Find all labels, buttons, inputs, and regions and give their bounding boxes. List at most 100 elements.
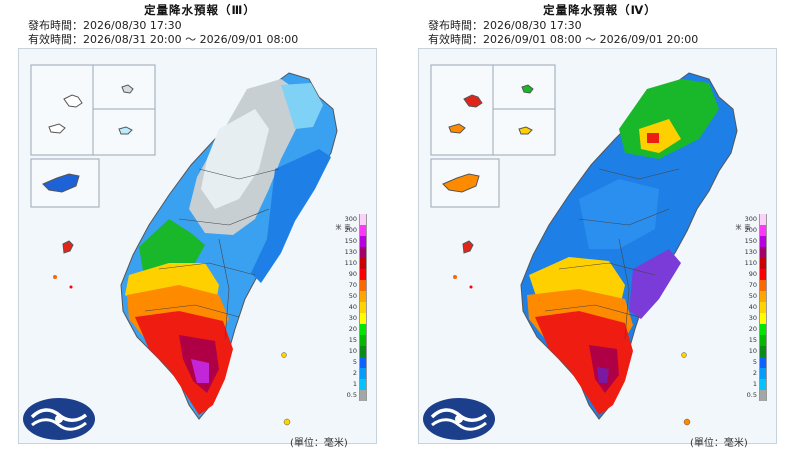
legend-swatch [359,390,367,401]
legend-swatch [759,368,767,379]
legend-swatch [359,258,367,269]
legend-swatch [759,247,767,258]
issued-time: 發布時間：2026/08/30 17:30 [28,19,182,32]
legend-label: 110 [344,259,357,267]
taiwan-map-svg [30,64,338,426]
legend-swatch [759,269,767,280]
legend-swatch [359,313,367,324]
rainfall-map [18,48,377,444]
legend-label: 10 [348,347,357,355]
legend-row: 150 [743,236,767,247]
legend-row: 40 [743,302,767,313]
unit-label: (單位：毫米) [690,438,748,449]
legend-row: 15 [743,335,767,346]
legend-label: 110 [744,259,757,267]
legend-swatch [759,258,767,269]
legend-label: 40 [748,303,757,311]
legend-row: 15 [343,335,367,346]
legend-swatch [359,335,367,346]
cwa-logo [23,398,95,440]
legend-swatch [759,357,767,368]
legend-row: 110 [343,258,367,269]
legend-swatch [359,214,367,225]
legend-label: 1 [752,380,757,388]
legend-swatch [759,335,767,346]
legend-label: 0.5 [746,391,757,399]
legend-label: 30 [748,314,757,322]
unit-label: (單位：毫米) [290,438,348,449]
legend-swatch [359,269,367,280]
legend-swatch [759,225,767,236]
legend-row: 150 [343,236,367,247]
legend-label: 20 [348,325,357,333]
legend-swatch [359,357,367,368]
legend-swatch [759,324,767,335]
legend-row: 1 [343,379,367,390]
legend-swatch [759,236,767,247]
legend-row: 300 [343,214,367,225]
legend-row: 200 [743,225,767,236]
legend-label: 5 [752,358,757,366]
legend-swatch [359,346,367,357]
legend-label: 10 [748,347,757,355]
legend-row: 5 [743,357,767,368]
legend-label: 90 [348,270,357,278]
legend-swatch [759,280,767,291]
legend-label: 15 [348,336,357,344]
legend-swatch [759,346,767,357]
valid-time: 有效時間：2026/08/31 20:00 ～ 2026/09/01 08:00 [28,33,299,46]
legend-row: 300 [743,214,767,225]
legend-swatch [359,225,367,236]
legend-row: 70 [343,280,367,291]
legend-row: 30 [743,313,767,324]
legend-row: 1 [743,379,767,390]
legend-swatch [359,280,367,291]
legend-label: 2 [352,369,357,377]
legend-label: 5 [352,358,357,366]
legend-swatch [759,313,767,324]
legend-row: 90 [743,269,767,280]
legend-row: 10 [743,346,767,357]
legend-row: 20 [743,324,767,335]
rainfall-map [418,48,777,444]
legend-row: 2 [343,368,367,379]
legend-label: 50 [348,292,357,300]
panel-title: 定量降水預報（Ⅳ） [543,3,657,17]
legend-swatch [759,214,767,225]
legend-label: 150 [344,237,357,245]
legend-label: 150 [744,237,757,245]
legend-swatch [359,236,367,247]
legend-label: 200 [344,226,357,234]
legend-row: 0.5 [743,390,767,401]
legend-row: 20 [343,324,367,335]
legend-swatch [359,291,367,302]
issued-time: 發布時間：2026/08/30 17:30 [428,19,582,32]
taiwan-map-svg [430,64,738,426]
legend-row: 200 [343,225,367,236]
legend-label: 300 [344,215,357,223]
legend-swatch [759,390,767,401]
legend-label: 1 [352,380,357,388]
legend-row: 2 [743,368,767,379]
legend-row: 10 [343,346,367,357]
legend-label: 90 [748,270,757,278]
legend-swatch [359,379,367,390]
qpf-panel-4: 定量降水預報（Ⅳ） 發布時間：2026/08/30 17:30 有效時間：202… [400,0,800,450]
legend-row: 110 [743,258,767,269]
legend-row: 90 [343,269,367,280]
legend-row: 130 [743,247,767,258]
legend-swatch [759,302,767,313]
legend-row: 50 [343,291,367,302]
legend-label: 40 [348,303,357,311]
legend-row: 30 [343,313,367,324]
legend-label: 2 [752,369,757,377]
legend-label: 200 [744,226,757,234]
legend-swatch [759,291,767,302]
legend-label: 30 [348,314,357,322]
cwa-logo [423,398,495,440]
legend-swatch [359,368,367,379]
legend-swatch [359,247,367,258]
legend-row: 0.5 [343,390,367,401]
legend-row: 130 [343,247,367,258]
legend-label: 20 [748,325,757,333]
